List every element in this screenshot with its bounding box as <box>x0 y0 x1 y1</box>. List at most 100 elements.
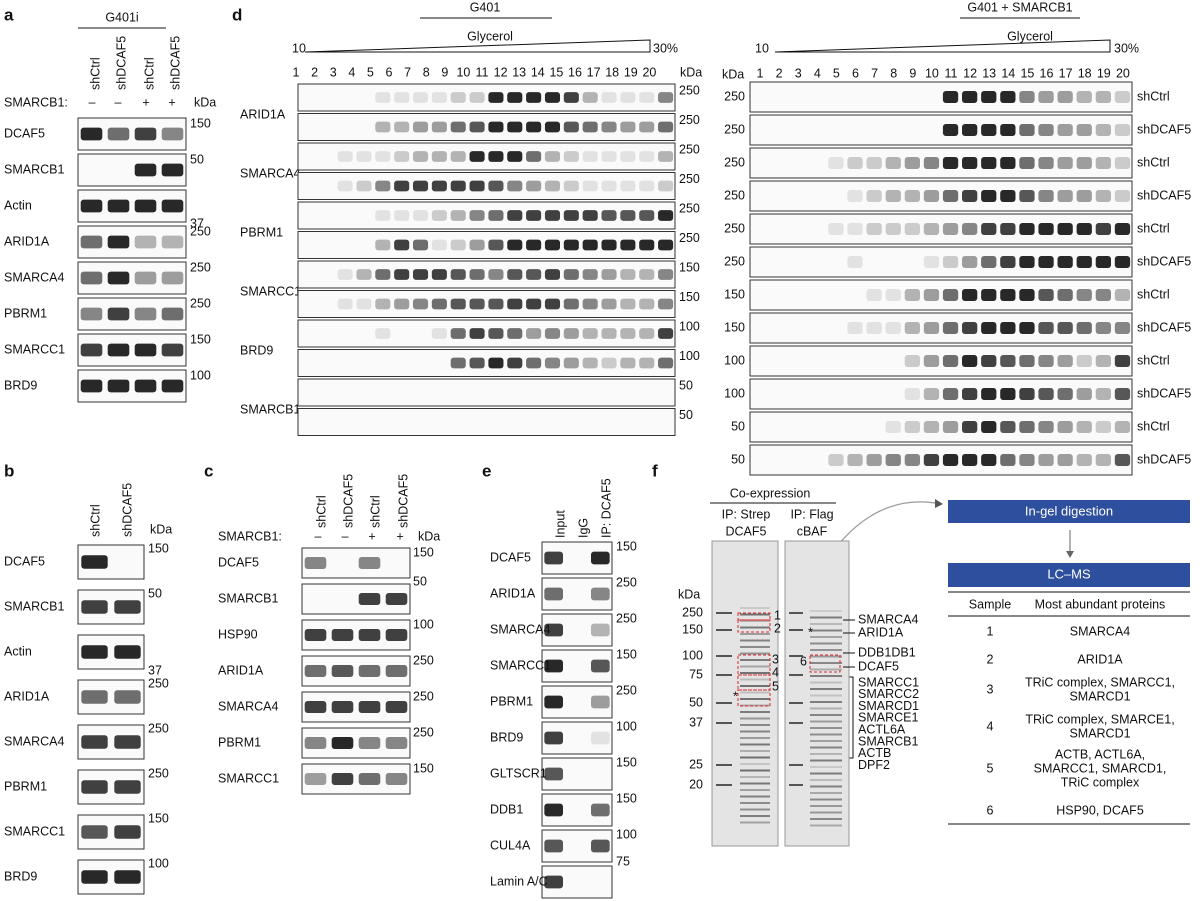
band <box>962 223 978 235</box>
band <box>1114 91 1131 103</box>
blot <box>749 246 1133 278</box>
band <box>1076 289 1092 301</box>
band <box>904 421 920 433</box>
band-label: ACTL6A <box>858 722 906 736</box>
marker-label: 250 <box>413 725 434 739</box>
band <box>1114 421 1131 433</box>
band <box>358 665 381 677</box>
band <box>544 269 561 280</box>
band <box>450 239 466 251</box>
band <box>81 690 108 704</box>
protein-label: DCAF5 <box>218 555 259 569</box>
protein-label: BRD9 <box>490 730 523 744</box>
band <box>450 328 466 339</box>
band <box>981 289 997 301</box>
band <box>394 239 410 251</box>
band <box>304 629 327 641</box>
marker-label: 50 <box>679 378 693 392</box>
band <box>591 587 610 601</box>
blot <box>297 142 676 171</box>
band <box>469 121 485 133</box>
band <box>1114 157 1131 169</box>
band <box>563 269 579 280</box>
band <box>828 157 844 169</box>
band <box>591 731 610 745</box>
marker-label: 150 <box>148 811 169 825</box>
condition-label: shDCAF5 <box>1137 188 1191 202</box>
band <box>885 190 901 202</box>
band <box>1076 91 1092 103</box>
band <box>114 780 141 794</box>
gel <box>784 540 850 847</box>
band <box>1000 124 1016 136</box>
protein-label: PBRM1 <box>4 779 47 793</box>
band <box>431 121 447 133</box>
sample-box <box>737 689 771 707</box>
blot <box>749 180 1133 212</box>
band <box>639 357 655 369</box>
table-cell: 3 <box>987 682 994 696</box>
fraction-label: 3 <box>795 66 802 80</box>
band <box>923 322 940 334</box>
marker-label: 250 <box>679 83 700 97</box>
band <box>80 307 103 321</box>
band <box>828 223 844 235</box>
band <box>412 180 429 192</box>
gel-label: cBAF <box>797 524 828 538</box>
condition-label: shDCAF5 <box>1137 452 1191 466</box>
band <box>981 355 997 367</box>
band <box>1038 157 1054 169</box>
blot <box>749 213 1133 245</box>
band <box>134 163 157 177</box>
band <box>337 151 353 162</box>
band <box>1019 289 1035 301</box>
lane-label: Input <box>553 510 567 538</box>
band <box>1076 157 1092 169</box>
lane-label: IP: DCAF5 <box>599 478 613 538</box>
protein-label: SMARCB1 <box>240 402 300 416</box>
band <box>904 322 920 334</box>
table-cell: SMARCD1 <box>1069 689 1130 703</box>
fraction-label: 4 <box>348 65 355 79</box>
band <box>81 870 108 884</box>
marker-label: 250 <box>679 142 700 156</box>
protein-label: SMARCB1 <box>218 591 278 605</box>
band <box>544 803 563 817</box>
band <box>431 92 447 103</box>
fraction-label: 17 <box>1059 66 1073 80</box>
band <box>431 298 447 310</box>
band <box>582 298 598 310</box>
band <box>942 421 959 433</box>
band <box>942 322 959 334</box>
fraction-label: 20 <box>642 65 656 79</box>
band <box>412 239 429 251</box>
marker-label: 150 <box>679 290 700 304</box>
band <box>582 269 598 280</box>
band <box>962 421 978 433</box>
band <box>866 289 882 301</box>
blot <box>749 114 1133 146</box>
band <box>1019 91 1035 103</box>
band <box>134 343 157 357</box>
band <box>1095 421 1111 433</box>
band <box>1114 355 1131 367</box>
band <box>582 151 598 162</box>
band <box>904 223 920 235</box>
band <box>134 127 157 141</box>
band <box>526 328 542 339</box>
band <box>544 357 561 369</box>
band <box>80 343 103 357</box>
band <box>639 151 655 162</box>
lane-label: shCtrl <box>88 504 102 537</box>
protein-label: SMARCC1 <box>218 771 279 785</box>
fraction-label: 6 <box>852 66 859 80</box>
unit: kDa <box>194 95 216 109</box>
fraction-label: 4 <box>814 66 821 80</box>
gradient-end: 30% <box>1114 41 1139 55</box>
fraction-label: 20 <box>1116 66 1130 80</box>
fraction-label: 9 <box>441 65 448 79</box>
blot <box>297 290 676 318</box>
band <box>385 737 408 749</box>
band <box>563 328 579 339</box>
band <box>385 629 408 641</box>
